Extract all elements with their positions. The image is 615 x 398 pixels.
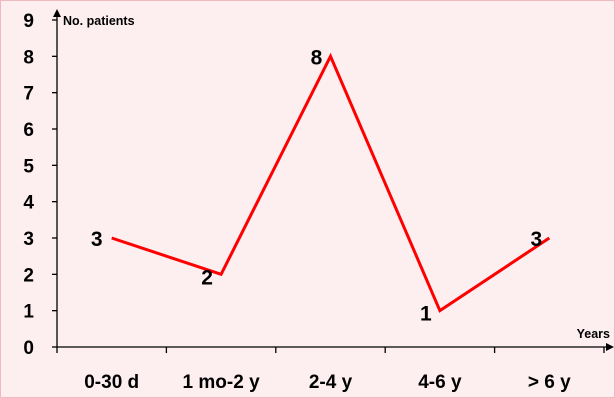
data-label: 3 — [530, 228, 542, 251]
data-label: 1 — [420, 303, 432, 326]
data-label: 8 — [311, 46, 323, 69]
x-tick-label: 2-4 y — [309, 372, 353, 393]
x-tick-label: > 6 y — [528, 372, 571, 393]
y-axis-arrow — [53, 9, 61, 17]
x-axis: 0-30 d 1 mo-2 y 2-4 y 4-6 y > 6 y — [56, 343, 614, 393]
y-axis-title: No. patients — [63, 14, 135, 28]
series — [111, 52, 551, 313]
y-tick-label: 3 — [23, 229, 34, 250]
y-tick-label: 5 — [23, 156, 34, 177]
y-tick-label: 4 — [23, 193, 34, 214]
x-tick-label: 4-6 y — [418, 372, 462, 393]
data-labels: 3 2 8 1 3 — [91, 46, 542, 325]
y-tick-label: 2 — [23, 265, 34, 286]
y-tick-label: 0 — [23, 338, 34, 359]
x-tick-label: 1 mo-2 y — [183, 372, 261, 393]
y-tick-label: 1 — [23, 302, 34, 323]
y-tick-label: 8 — [23, 47, 34, 68]
y-tick-label: 6 — [23, 120, 34, 141]
y-axis: 0 1 2 3 4 5 6 7 8 9 — [23, 9, 61, 359]
y-tick-label: 9 — [23, 11, 34, 32]
data-label: 2 — [201, 266, 213, 289]
y-tick-label: 7 — [23, 84, 34, 105]
x-tick-label: 0-30 d — [84, 372, 139, 393]
x-axis-title: Years — [577, 327, 610, 341]
data-label: 3 — [91, 228, 103, 251]
x-axis-arrow — [606, 343, 614, 351]
series-line — [111, 52, 551, 313]
